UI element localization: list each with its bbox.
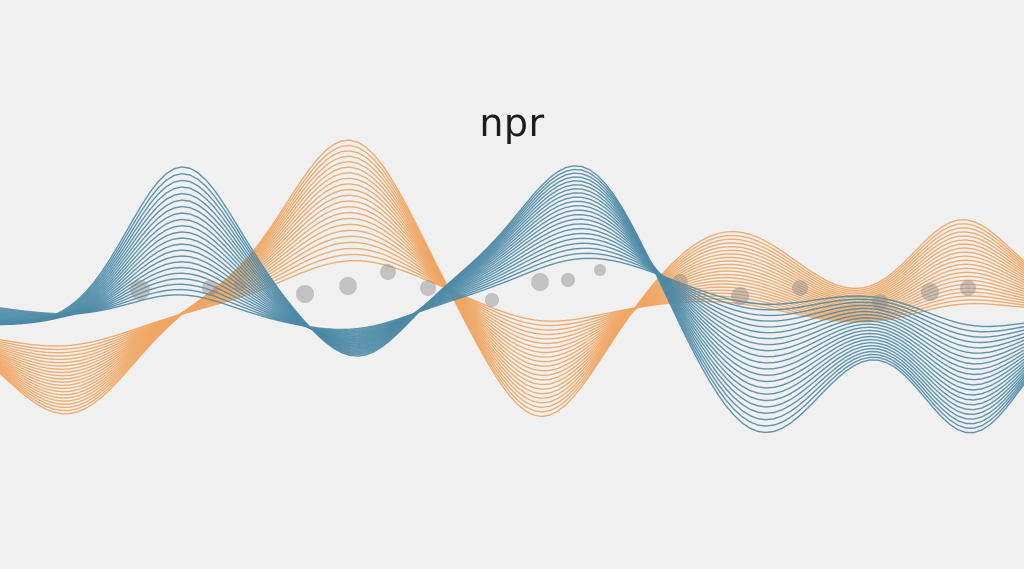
blue-wave-line	[0, 165, 1024, 434]
blue-wave-line	[0, 247, 1024, 338]
sound-dot	[234, 279, 246, 291]
sound-dots-group	[130, 264, 976, 310]
blue-wave-line	[0, 242, 1024, 344]
blue-wave-line	[0, 237, 1024, 349]
sound-dot	[531, 273, 549, 291]
blue-wave-line	[0, 176, 1024, 420]
sound-dot	[872, 294, 888, 310]
blue-wave-line	[0, 196, 1024, 396]
sound-dot	[130, 280, 150, 300]
sound-dot	[921, 283, 939, 301]
blue-wave-line	[0, 192, 1024, 401]
sound-dot	[731, 287, 749, 305]
blue-wave-line	[0, 213, 1024, 376]
sound-dot	[594, 264, 606, 276]
sound-dot	[672, 274, 688, 290]
blue-wave-line	[0, 180, 1024, 416]
sound-dot	[420, 280, 436, 296]
blue-wave-line	[0, 218, 1024, 370]
blue-wave-line	[0, 200, 1024, 391]
blue-wave-line	[0, 172, 1024, 425]
blue-wave-line	[0, 209, 1024, 381]
orange-wave-line	[0, 139, 1024, 418]
blue-wave-line	[0, 223, 1024, 365]
blue-wave-line	[0, 232, 1024, 354]
blue-wave-line	[0, 227, 1024, 360]
blue-wave-group	[0, 165, 1024, 434]
sound-dot	[485, 293, 499, 307]
sound-dot	[792, 280, 808, 296]
blue-wave-line	[0, 252, 1024, 333]
npr-logo: npr	[479, 101, 545, 145]
blue-wave-line	[0, 184, 1024, 411]
sound-dot	[960, 280, 976, 296]
sound-dot	[339, 277, 357, 295]
sound-dot	[380, 264, 396, 280]
sound-dot	[202, 280, 218, 296]
sound-dot	[561, 273, 575, 287]
sound-dot	[296, 285, 314, 303]
blue-wave-line	[0, 188, 1024, 406]
orange-wave-line	[0, 166, 1024, 399]
blue-wave-line	[0, 205, 1024, 386]
blue-wave-line	[0, 257, 1024, 331]
orange-wave-group	[0, 139, 1024, 418]
blue-wave-line	[0, 168, 1024, 429]
